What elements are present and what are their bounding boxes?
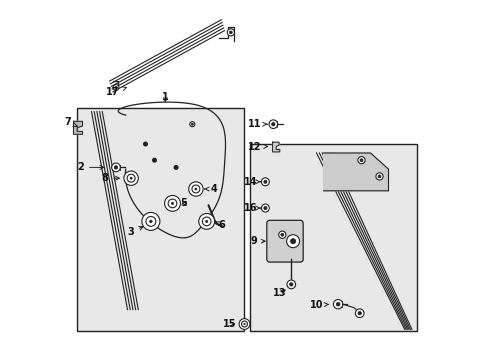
Text: 4: 4 [204, 184, 217, 194]
Text: 16: 16 [244, 203, 260, 213]
Circle shape [111, 163, 120, 172]
Circle shape [191, 123, 193, 125]
Circle shape [143, 142, 147, 146]
Circle shape [355, 309, 363, 318]
Circle shape [149, 220, 152, 223]
Text: 5: 5 [180, 198, 186, 208]
Circle shape [263, 180, 266, 183]
Text: 15: 15 [222, 319, 236, 329]
Circle shape [261, 178, 269, 186]
Text: 13: 13 [272, 288, 286, 298]
Circle shape [286, 235, 299, 248]
Circle shape [168, 199, 177, 208]
Circle shape [333, 300, 342, 309]
Text: 8: 8 [101, 173, 119, 183]
Circle shape [130, 177, 132, 179]
Circle shape [189, 122, 194, 127]
Circle shape [241, 321, 247, 327]
Text: 12: 12 [247, 141, 267, 152]
Text: 14: 14 [244, 177, 260, 187]
Circle shape [188, 182, 203, 196]
Circle shape [115, 86, 117, 89]
Circle shape [289, 283, 292, 286]
Circle shape [286, 280, 295, 289]
Text: 17: 17 [106, 87, 126, 97]
Circle shape [280, 233, 283, 236]
Text: 10: 10 [309, 300, 328, 310]
Circle shape [171, 202, 173, 204]
Circle shape [357, 157, 365, 164]
Circle shape [359, 159, 362, 162]
Circle shape [239, 319, 249, 329]
Circle shape [290, 239, 295, 244]
Circle shape [127, 174, 135, 182]
Circle shape [152, 158, 156, 162]
Circle shape [123, 171, 138, 185]
Circle shape [142, 212, 160, 230]
Text: 7: 7 [64, 117, 77, 127]
FancyBboxPatch shape [266, 220, 303, 262]
Bar [77, 108, 244, 331]
Circle shape [205, 220, 207, 222]
Circle shape [375, 173, 382, 180]
Circle shape [174, 166, 178, 169]
Circle shape [227, 29, 234, 36]
Circle shape [199, 213, 214, 229]
Circle shape [192, 185, 200, 193]
Circle shape [194, 188, 197, 190]
Circle shape [145, 216, 156, 226]
Circle shape [377, 175, 380, 178]
Circle shape [164, 195, 180, 211]
Circle shape [357, 311, 361, 315]
Text: 1: 1 [162, 92, 168, 102]
Text: 11: 11 [247, 119, 266, 129]
Polygon shape [73, 121, 82, 134]
Bar [249, 144, 416, 331]
Circle shape [271, 122, 274, 126]
Text: 2: 2 [77, 162, 103, 172]
Text: 6: 6 [215, 220, 225, 230]
Circle shape [114, 166, 118, 169]
Circle shape [202, 217, 211, 226]
Circle shape [278, 231, 285, 238]
Polygon shape [272, 142, 279, 152]
Circle shape [261, 204, 269, 212]
Circle shape [268, 120, 277, 129]
Text: 3: 3 [127, 226, 143, 237]
Circle shape [243, 323, 245, 325]
Circle shape [263, 207, 266, 210]
Circle shape [229, 31, 232, 34]
Circle shape [113, 85, 119, 90]
Circle shape [336, 302, 339, 306]
Text: 9: 9 [250, 236, 264, 246]
Polygon shape [323, 153, 387, 191]
